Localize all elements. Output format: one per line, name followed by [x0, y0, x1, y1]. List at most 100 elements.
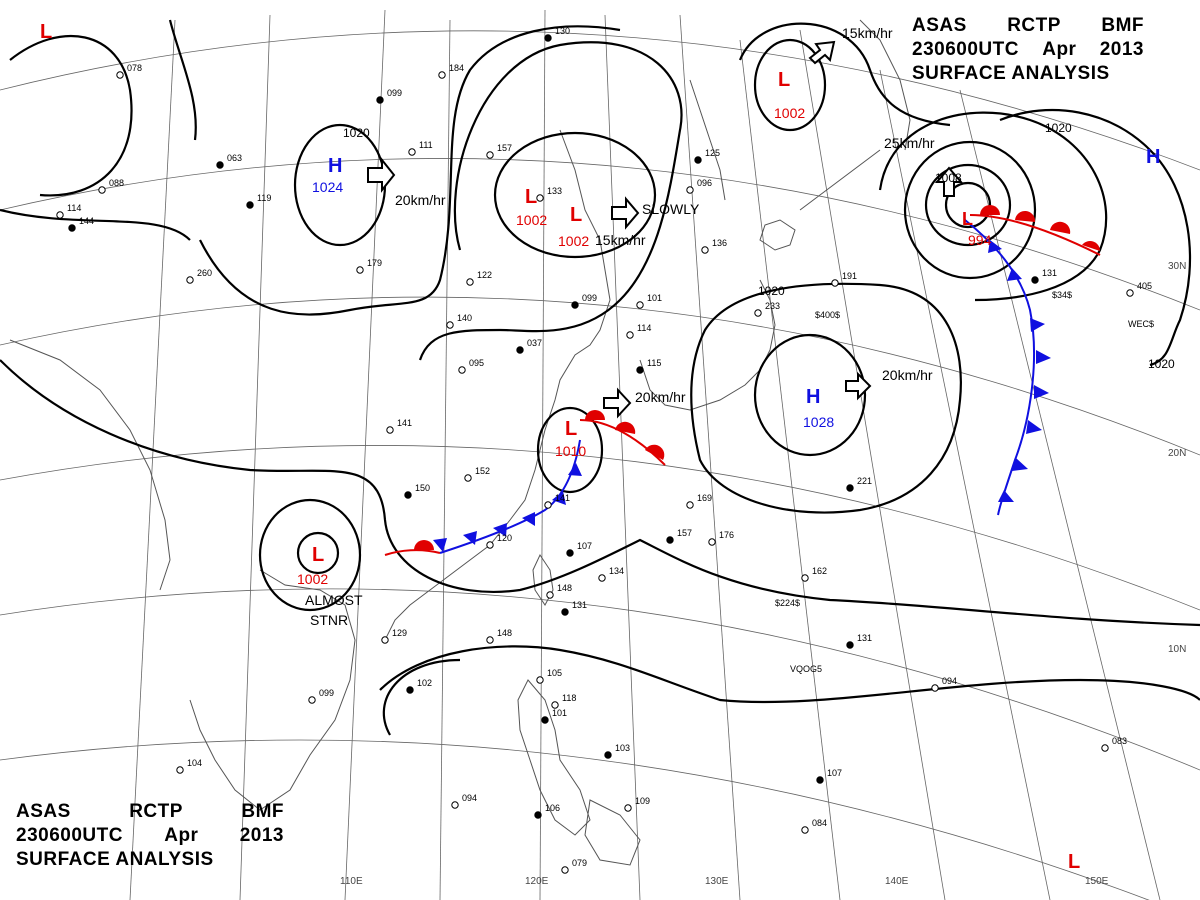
movement-label: 20km/hr [882, 367, 933, 383]
ship-callsign: WEC$ [1128, 319, 1154, 329]
station-pressure-value: 094 [942, 676, 957, 686]
station-circle [686, 501, 694, 509]
meridian-line [604, 14, 641, 900]
lon-label-150e: 150E [1085, 876, 1109, 887]
station-pressure-value: 144 [79, 216, 94, 226]
arrow-h-central-china [367, 157, 396, 193]
station-pressure-value: 169 [697, 493, 712, 503]
cold-front-tooth [1030, 318, 1045, 332]
cold-front-tooth [493, 523, 507, 537]
low-center-northwest-symbol: L [40, 21, 52, 43]
title-line-2: 230600UTC Apr 2013 [912, 38, 1144, 62]
chart-title-top-right: ASAS RCTP BMF 230600UTC Apr 2013 SURFACE… [912, 14, 1144, 86]
cold-front-line [964, 219, 1035, 516]
station-pressure-value: 107 [827, 768, 842, 778]
isobar-far-west [9, 35, 133, 197]
station-pressure-value: 063 [227, 153, 242, 163]
station-pressure-value: 111 [419, 140, 433, 150]
isobar-long-south [0, 359, 1200, 627]
station-pressure-value: 133 [547, 186, 562, 196]
low-center-okhotsk-symbol: L [778, 69, 790, 91]
pressure-centers: H 1024 H 1028 H L L 1002 L 1002 L 1002 L… [40, 21, 1160, 873]
station-pressure-value: 184 [449, 63, 464, 73]
arrow-h-pacific [845, 371, 872, 401]
station-pressure-value: 162 [812, 566, 827, 576]
coastline-sakhalin [689, 79, 726, 201]
isobar-label: 1020 [1148, 357, 1175, 371]
isobar-label: 1020 [1045, 121, 1072, 135]
station-circle [1031, 276, 1039, 284]
isobar-low-sea-of-okhotsk [753, 38, 827, 132]
arrow-l-north-china [611, 196, 640, 230]
cold-front-tooth [552, 491, 566, 505]
station-pressure-numbers: 130 078 184 099 111 157 063 088 114 144 260 179 119 1… [67, 26, 1152, 868]
station-circle [536, 676, 544, 684]
high-center-pacific-value: 1028 [803, 414, 834, 430]
coastline-hokkaido [759, 219, 796, 251]
station-pressure-value: 176 [719, 530, 734, 540]
meridian-line [439, 19, 451, 900]
title-time: 230600UTC [16, 825, 123, 846]
station-circle [1101, 744, 1109, 752]
cold-front-tooth [988, 240, 1002, 253]
title-month: Apr [164, 825, 199, 846]
station-circle [816, 776, 824, 784]
station-circle [486, 541, 494, 549]
movement-label: 25km/hr [884, 135, 935, 151]
stationary-note-line1: ALMOST [305, 592, 363, 608]
isobar-southwest [382, 658, 461, 736]
coastline-taiwan [532, 553, 554, 606]
title-issuer-code: BMF [1101, 15, 1144, 36]
station-pressure-value: 105 [547, 668, 562, 678]
meridian-line [959, 89, 1161, 900]
station-pressure-value: 136 [712, 238, 727, 248]
warm-front-line [969, 214, 1101, 256]
station-plots [56, 34, 1134, 874]
station-circle [451, 801, 459, 809]
station-pressure-value: 122 [477, 270, 492, 280]
ship-callsign: $400$ [815, 310, 840, 320]
cold-front-tooth [522, 512, 535, 526]
low-center-north-pacific-value: 994 [968, 232, 992, 248]
title-year: 2013 [1099, 39, 1144, 60]
cold-front-tooth [1012, 458, 1028, 471]
grid-labels: 110E 120E 130E 140E 150E 30N 20N 10N [340, 261, 1186, 887]
parallel-line [0, 588, 1200, 771]
warm-front-bump [615, 421, 636, 434]
station-circle [376, 96, 384, 104]
ship-callsign: VQOG5 [790, 664, 822, 674]
station-circle [846, 484, 854, 492]
isobar-low-indochina-inner [296, 531, 340, 575]
station-pressure-value: 131 [572, 600, 587, 610]
station-pressure-value: 107 [577, 541, 592, 551]
title-line-3: SURFACE ANALYSIS [16, 849, 214, 870]
station-pressure-value: 157 [677, 528, 692, 538]
movement-labels: 20km/hr SLOWLY 15km/hr 15km/hr 25km/hr 2… [305, 25, 935, 628]
station-pressure-value: 094 [462, 793, 477, 803]
station-circle [604, 751, 612, 759]
low-center-southeast-symbol: L [1068, 851, 1080, 873]
movement-label: SLOWLY [642, 201, 700, 217]
low-center-north-pacific-symbol: L [962, 209, 973, 229]
isobar-low-north-china [493, 131, 657, 259]
cold-front-tooth [1034, 385, 1049, 399]
lat-lon-grid [0, 9, 1200, 900]
meridian-line [539, 9, 546, 900]
station-pressure-value: 114 [67, 203, 81, 213]
low-center-north-pacific-1008: 1008 [935, 171, 962, 185]
station-pressure-value: 099 [387, 88, 402, 98]
station-pressure-value: 260 [197, 268, 212, 278]
parallel-line [0, 296, 1200, 456]
cold-front-tooth [1026, 420, 1042, 434]
cold-front-tooth [568, 463, 582, 476]
station-pressure-value: 118 [562, 693, 576, 703]
station-circle [56, 211, 64, 219]
isobars [0, 19, 1200, 736]
lat-label-30n: 30N [1168, 261, 1186, 272]
station-pressure-value: 221 [857, 476, 872, 486]
cold-front-tooth [433, 538, 447, 552]
warm-front-bump [1015, 210, 1036, 222]
station-circle [116, 71, 124, 79]
ship-labels: $400$ $34$ WEC$ $224$ VQOG5 [775, 290, 1154, 674]
station-circle [516, 346, 524, 354]
